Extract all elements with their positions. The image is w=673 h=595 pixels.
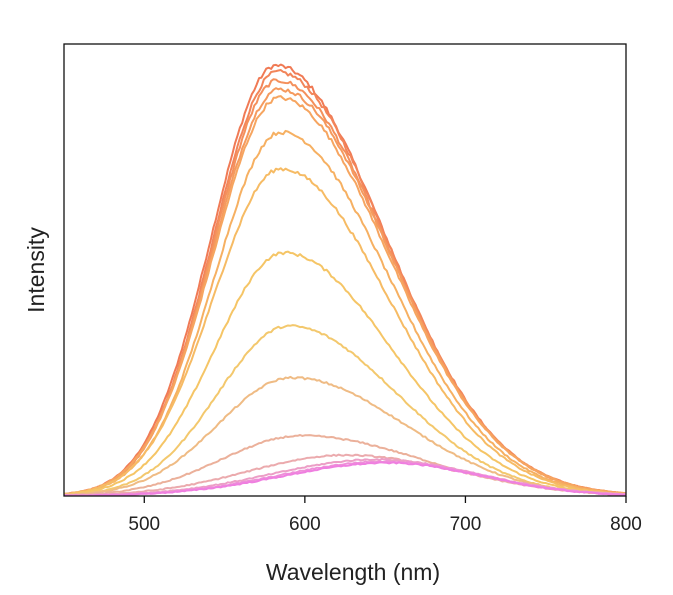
series-line-7 xyxy=(64,167,626,496)
series-line-8 xyxy=(64,250,626,496)
x-axis: 500 600 700 800 xyxy=(128,496,642,535)
x-tick-label-500: 500 xyxy=(128,514,160,535)
series-line-9 xyxy=(64,324,626,496)
series-line-5 xyxy=(64,95,626,496)
series-line-10 xyxy=(64,375,626,496)
x-tick-label-800: 800 xyxy=(610,514,642,535)
x-tick-label-600: 600 xyxy=(289,514,321,535)
series-layer xyxy=(64,63,626,496)
x-tick-label-700: 700 xyxy=(450,514,482,535)
series-line-1 xyxy=(64,63,626,496)
series-line-2 xyxy=(64,69,626,496)
y-axis-label: Intensity xyxy=(23,227,49,313)
x-axis-label: Wavelength (nm) xyxy=(266,559,440,585)
plot-frame xyxy=(63,43,627,497)
series-line-4 xyxy=(64,87,626,496)
series-line-15 xyxy=(64,461,626,496)
